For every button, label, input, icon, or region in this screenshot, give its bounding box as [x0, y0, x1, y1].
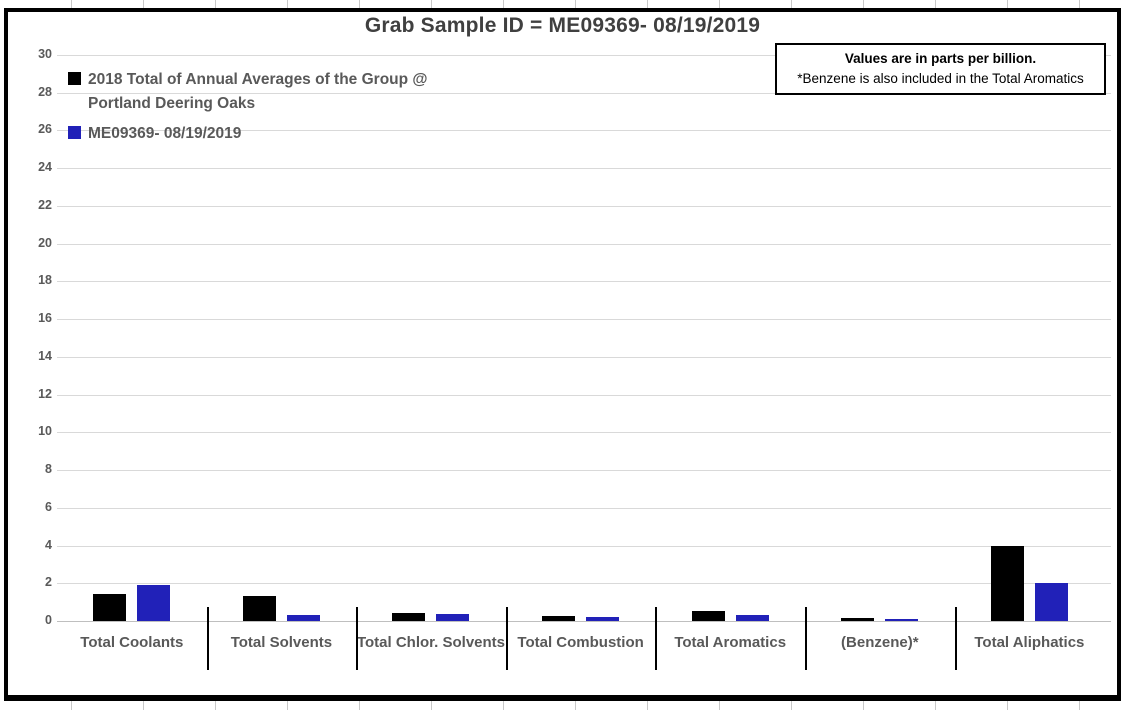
note-benzene-text: *Benzene is also included in the Total A… — [797, 71, 1084, 86]
y-axis-tick-label: 6 — [45, 499, 52, 514]
gridline-y-4 — [57, 545, 1111, 547]
x-axis-category-label: Total Chlor. Solvents — [356, 634, 506, 651]
gridline-y-22 — [57, 205, 1111, 207]
gridline-y-28 — [57, 92, 1111, 94]
x-axis-category-label: Total Combustion — [517, 634, 644, 651]
legend-swatch-black — [68, 72, 81, 85]
x-axis-category-label: (Benzene)* — [841, 634, 919, 651]
bar-grab-sample-4[interactable] — [735, 615, 769, 621]
y-axis-tick-label: 4 — [45, 537, 52, 552]
x-axis-category-label: Total Aliphatics — [974, 634, 1085, 651]
bar-grab-sample-0[interactable] — [137, 585, 171, 621]
gridline-y-10 — [57, 432, 1111, 434]
bar-2018-average-6[interactable] — [990, 545, 1024, 621]
bar-grab-sample-6[interactable] — [1034, 583, 1068, 621]
bar-pair — [805, 12, 955, 621]
category-separator-tick — [805, 607, 807, 670]
x-axis-category-label: Total Aromatics — [674, 634, 787, 651]
y-axis-tick-label: 2 — [45, 575, 52, 590]
y-axis-tick-label: 30 — [38, 46, 52, 61]
legend-label-grab-sample: ME09369- 08/19/2019 — [88, 125, 242, 143]
gridline-y-16 — [57, 319, 1111, 321]
legend-item-grab-sample[interactable]: ME09369- 08/19/2019 — [68, 122, 460, 146]
gridline-y-18 — [57, 281, 1111, 283]
y-axis-tick-label: 22 — [38, 197, 52, 212]
chart-object[interactable]: Grab Sample ID = ME09369- 08/19/2019 Val… — [4, 8, 1121, 701]
y-axis-tick-label: 8 — [45, 462, 52, 477]
gridline-y-12 — [57, 394, 1111, 396]
x-axis-category-label: Total Solvents — [230, 634, 333, 651]
category-separator-tick — [206, 607, 209, 670]
bar-pair — [207, 12, 357, 621]
category-separator-tick — [954, 607, 957, 670]
gridline-y-30 — [57, 54, 1111, 56]
bar-pair — [655, 12, 805, 621]
y-axis-tick-label: 0 — [45, 613, 52, 627]
gridline-y-20 — [57, 243, 1111, 245]
bar-grab-sample-2[interactable] — [436, 614, 470, 621]
chart-legend: 2018 Total of Annual Averages of the Gro… — [68, 68, 460, 146]
y-axis-tick-label: 20 — [38, 235, 52, 250]
bar-2018-average-1[interactable] — [242, 595, 276, 621]
gridline-y-24 — [57, 168, 1111, 170]
legend-item-2018-averages[interactable]: 2018 Total of Annual Averages of the Gro… — [68, 68, 460, 116]
bar-2018-average-2[interactable] — [392, 612, 426, 621]
y-axis-tick-label: 24 — [38, 160, 52, 175]
y-axis-tick-label: 16 — [38, 311, 52, 326]
legend-swatch-blue — [68, 126, 81, 140]
y-axis-tick-label: 14 — [38, 348, 52, 363]
category-separator-tick — [356, 607, 359, 670]
bar-pair — [57, 12, 207, 621]
bar-grab-sample-3[interactable] — [586, 617, 620, 621]
gridline-y-0 — [57, 621, 1111, 622]
plot-area: 2018 Total of Annual Averages of the Gro… — [8, 12, 1117, 695]
gridline-y-8 — [57, 470, 1111, 472]
note-box: Values are in parts per billion. *Benzen… — [775, 43, 1106, 95]
gridline-y-2 — [57, 583, 1111, 585]
bar-grab-sample-5[interactable] — [885, 619, 919, 621]
bar-2018-average-0[interactable] — [93, 593, 127, 621]
bar-grab-sample-1[interactable] — [286, 615, 320, 621]
bar-2018-average-3[interactable] — [542, 616, 576, 621]
bar-2018-average-4[interactable] — [691, 610, 725, 621]
y-axis-tick-label: 26 — [38, 122, 52, 137]
bar-pair — [356, 12, 506, 621]
gridline-y-14 — [57, 356, 1111, 358]
y-axis-tick-label: 28 — [38, 84, 52, 99]
gridline-y-6 — [57, 507, 1111, 509]
legend-label-2018-averages: 2018 Total of Annual Averages of the Gro… — [88, 71, 428, 113]
category-separator-tick — [505, 607, 508, 670]
y-axis-tick-label: 10 — [38, 424, 52, 439]
worksheet-bottom-strip — [0, 701, 1125, 710]
worksheet-top-strip — [0, 0, 1125, 8]
category-separator-tick — [655, 607, 658, 670]
x-axis-category-label: Total Coolants — [80, 634, 184, 651]
note-units-text: Values are in parts per billion. — [844, 51, 1037, 67]
chart-title: Grab Sample ID = ME09369- 08/19/2019 — [364, 14, 761, 37]
y-axis-tick-label: 18 — [38, 273, 52, 288]
gridline-y-26 — [57, 130, 1111, 132]
bar-pair — [955, 12, 1105, 621]
bar-pair — [506, 12, 656, 621]
bar-2018-average-5[interactable] — [841, 618, 875, 621]
y-axis-tick-label: 12 — [38, 386, 52, 401]
